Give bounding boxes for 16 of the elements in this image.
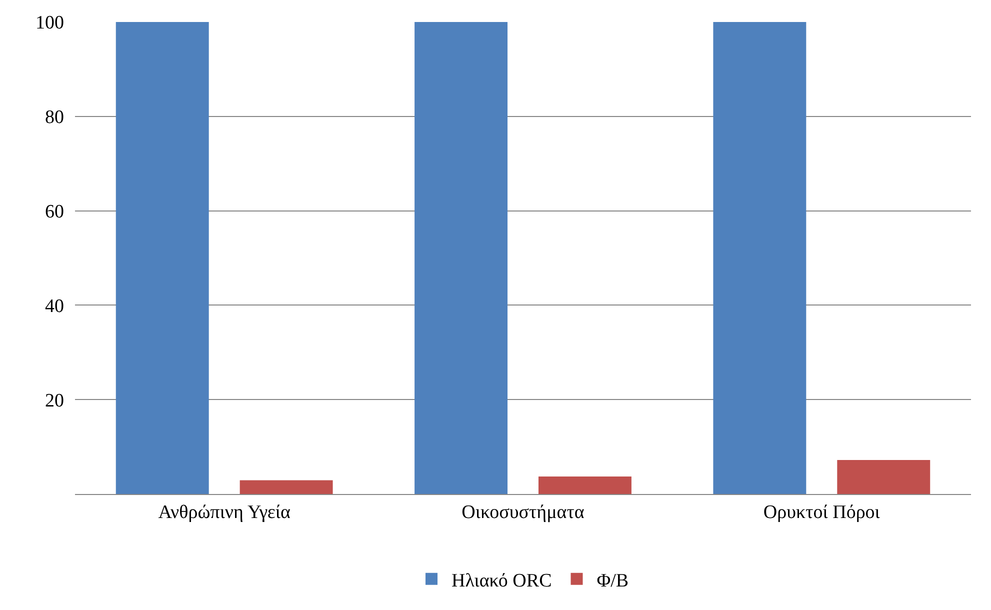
bar (713, 22, 806, 494)
bar (240, 480, 333, 494)
bar (538, 476, 632, 494)
y-tick-label: 80 (45, 107, 64, 128)
y-tick-label: 60 (45, 201, 64, 222)
x-tick-label: Ορυκτοί Πόροι (763, 502, 881, 523)
x-tick-label: Ανθρώπινη Υγεία (158, 502, 290, 523)
x-tick-label: Οικοσυστήματα (462, 502, 584, 523)
bar (414, 22, 508, 494)
y-tick-label: 20 (45, 390, 64, 412)
legend-label: Φ/Β (596, 570, 629, 592)
legend-label: Ηλιακό ORC (452, 570, 552, 592)
bar (837, 460, 930, 494)
y-tick-label: 40 (45, 296, 64, 317)
y-tick-label: 100 (36, 12, 64, 34)
bar (116, 22, 209, 494)
